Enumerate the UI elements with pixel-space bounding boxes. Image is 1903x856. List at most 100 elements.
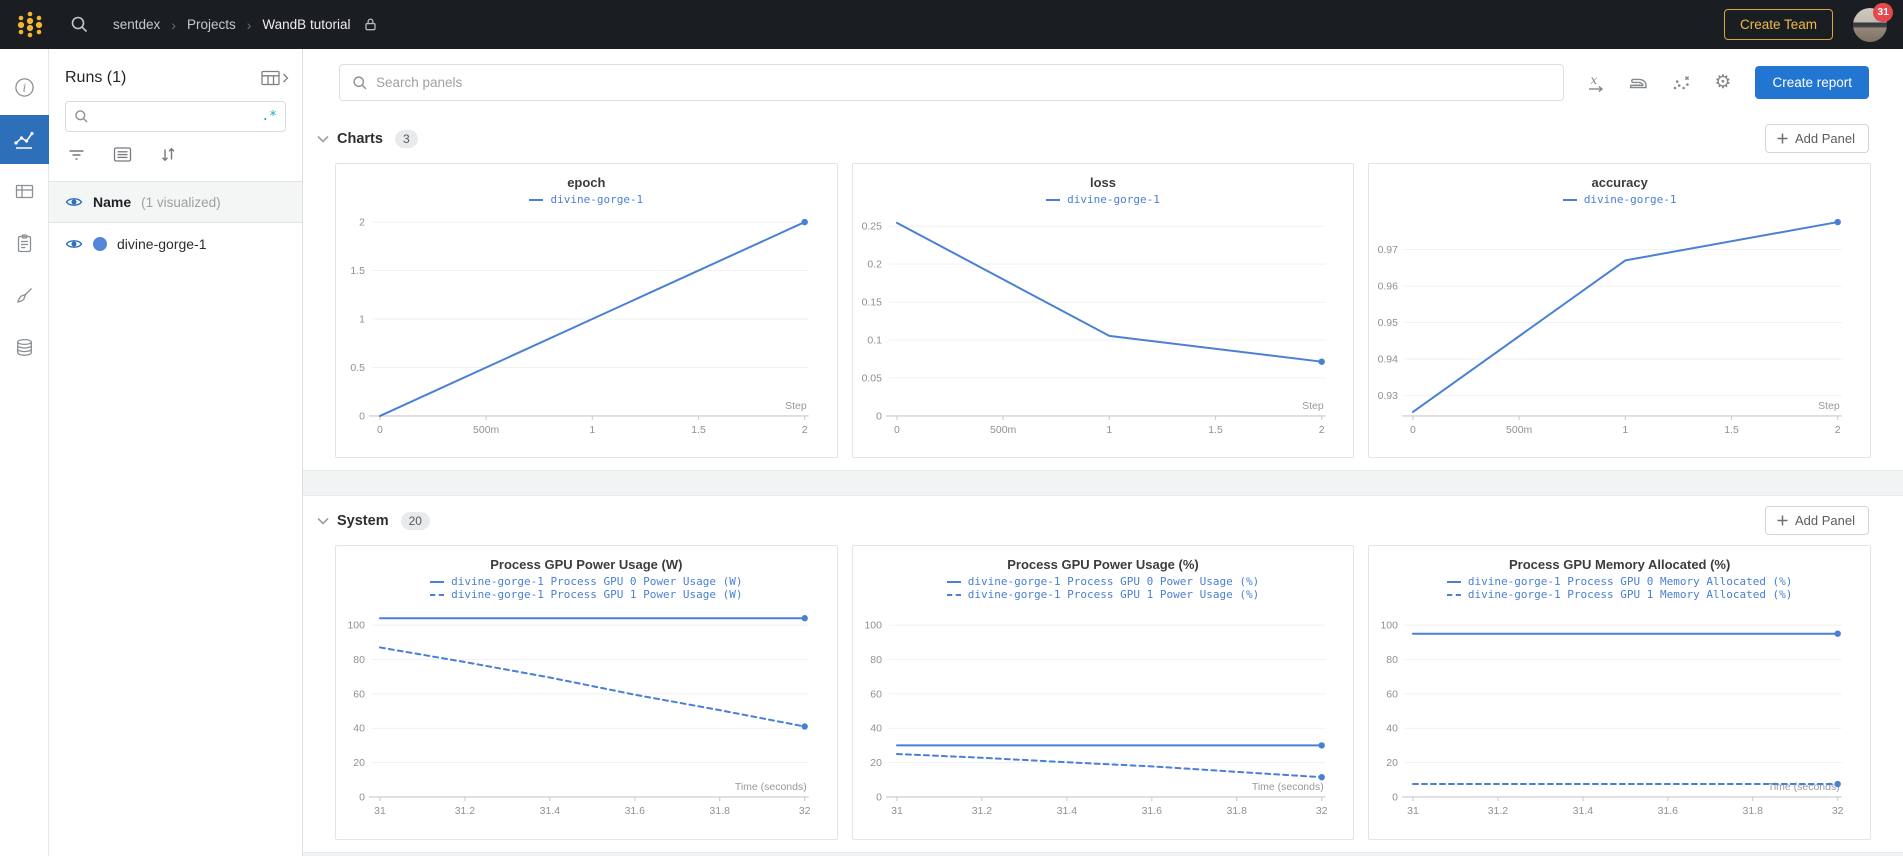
search-panels-box[interactable] [339,64,1565,101]
svg-text:1.5: 1.5 [1725,425,1740,436]
chart-plot: 0.93 0.94 0.95 0.96 0.97 0 500m 1 1.5 2 Step [1378,218,1843,436]
x-axis-settings-icon[interactable]: x [1586,73,1606,93]
chart-panel-gpu-memory-pct[interactable]: Process GPU Memory Allocated (%) divine-… [1368,545,1872,840]
section-title-charts: Charts [337,130,383,147]
svg-text:20: 20 [353,758,365,769]
chart-plot: 0 0.05 0.1 0.15 0.2 0.25 0 500m 1 1.5 2 Step [861,222,1326,436]
svg-text:100: 100 [347,621,365,632]
chart-legend: divine-gorge-1 [336,193,837,206]
system-panels-row: Process GPU Power Usage (W) divine-gorge… [303,543,1903,852]
svg-text:32: 32 [1832,806,1844,817]
nav-rail: i [0,49,49,856]
svg-text:31: 31 [891,806,903,817]
svg-text:32: 32 [1316,806,1328,817]
broom-icon [14,285,35,306]
runs-search-box[interactable]: .* [65,101,286,132]
svg-text:0: 0 [359,792,365,803]
breadcrumb-project-name[interactable]: WandB tutorial [262,17,351,32]
chart-plot: 0 20 40 60 80 100 31 31.2 31.4 31.6 31.8 32 Time (se… [347,615,811,817]
runs-search-input[interactable] [95,109,262,124]
chart-panel-gpu-power-pct[interactable]: Process GPU Power Usage (%) divine-gorge… [851,545,1355,840]
breadcrumb-entity[interactable]: sentdex [113,17,161,32]
nav-workspace-charts[interactable] [0,115,49,164]
topbar-search-icon[interactable] [70,15,89,34]
svg-text:i: i [22,81,26,95]
create-report-button[interactable]: Create report [1755,66,1869,99]
svg-text:500m: 500m [990,425,1016,436]
create-team-button[interactable]: Create Team [1723,9,1833,40]
runs-list-header: Name (1 visualized) [49,181,302,223]
run-row[interactable]: divine-gorge-1 [49,223,302,265]
nav-artifacts[interactable] [0,323,49,372]
settings-gear-icon[interactable]: ⚙ [1714,72,1732,93]
wandb-logo[interactable] [16,10,44,40]
chart-legend: divine-gorge-1 Process GPU 0 Power Usage… [336,575,837,601]
add-panel-button[interactable]: Add Panel [1765,124,1869,153]
charts-section-header: Charts 3 Add Panel [303,114,1903,161]
svg-text:31.4: 31.4 [540,806,561,817]
chart-panel-gpu-power-w[interactable]: Process GPU Power Usage (W) divine-gorge… [335,545,838,840]
svg-text:20: 20 [870,758,882,769]
svg-text:Step: Step [785,401,807,412]
plus-icon [1777,515,1788,526]
chart-title: Process GPU Power Usage (%) [1007,557,1199,572]
line-chart-icon [13,129,35,151]
svg-text:0: 0 [876,792,882,803]
breadcrumb-separator: › [171,16,176,33]
regex-toggle[interactable]: .* [261,109,277,124]
svg-text:31.8: 31.8 [710,806,731,817]
svg-text:1: 1 [359,315,365,326]
outliers-icon[interactable] [1671,73,1692,93]
svg-text:1.5: 1.5 [691,425,706,436]
svg-text:0.95: 0.95 [1378,318,1399,329]
svg-text:31.4: 31.4 [1573,806,1594,817]
svg-text:0.05: 0.05 [861,374,882,385]
breadcrumb-projects[interactable]: Projects [186,17,236,32]
chart-panel-loss[interactable]: loss divine-gorge-1 0 0.05 0.1 0.15 0.2 0.25 0… [851,163,1355,458]
svg-text:31.6: 31.6 [625,806,646,817]
section-title-system: System [337,512,389,529]
svg-text:20: 20 [1387,758,1399,769]
notification-badge: 31 [1873,2,1893,22]
chevron-down-icon[interactable] [317,517,329,525]
svg-text:500m: 500m [1506,425,1532,436]
svg-text:0.97: 0.97 [1378,245,1399,256]
svg-text:2: 2 [802,425,808,436]
runs-header-name: Name [93,194,132,210]
add-panel-button[interactable]: Add Panel [1765,506,1869,535]
group-list-icon[interactable] [113,146,132,163]
visibility-all-icon[interactable] [65,195,83,209]
nav-overview[interactable]: i [0,63,49,112]
expand-table-icon[interactable] [260,70,290,86]
svg-text:0.5: 0.5 [350,363,365,374]
chevron-down-icon[interactable] [317,135,329,143]
svg-text:500m: 500m [473,425,499,436]
add-panel-label: Add Panel [1795,513,1855,528]
chart-legend: divine-gorge-1 Process GPU 0 Memory Allo… [1369,575,1870,601]
sort-icon[interactable] [159,146,177,163]
svg-text:0.94: 0.94 [1378,354,1399,365]
charts-count-badge: 3 [394,129,418,148]
nav-runs-table[interactable] [0,167,49,216]
visibility-eye-icon[interactable] [65,237,83,251]
runs-header-visualized: (1 visualized) [141,194,221,210]
smoothing-iron-icon[interactable] [1628,73,1649,93]
search-panels-input[interactable] [376,75,1552,90]
run-name: divine-gorge-1 [117,236,207,252]
user-avatar[interactable]: 31 [1853,2,1893,42]
svg-text:1: 1 [1106,425,1112,436]
svg-text:Time (seconds): Time (seconds) [735,782,807,793]
breadcrumb-separator: › [246,16,252,33]
svg-text:80: 80 [870,655,882,666]
svg-text:0.96: 0.96 [1378,281,1399,292]
svg-text:40: 40 [1387,724,1399,735]
svg-text:0.2: 0.2 [867,260,882,271]
nav-sweeps[interactable] [0,271,49,320]
nav-logs[interactable] [0,219,49,268]
filter-icon[interactable] [67,146,86,163]
chart-panel-accuracy[interactable]: accuracy divine-gorge-1 0.93 0.94 0.95 0.96… [1368,163,1872,458]
section-divider [303,470,1903,496]
chart-title: loss [1090,175,1117,190]
svg-text:80: 80 [1387,655,1399,666]
chart-panel-epoch[interactable]: epoch divine-gorge-1 0 0.5 1 1.5 2 0 500m 1 1.5 2… [335,163,838,458]
